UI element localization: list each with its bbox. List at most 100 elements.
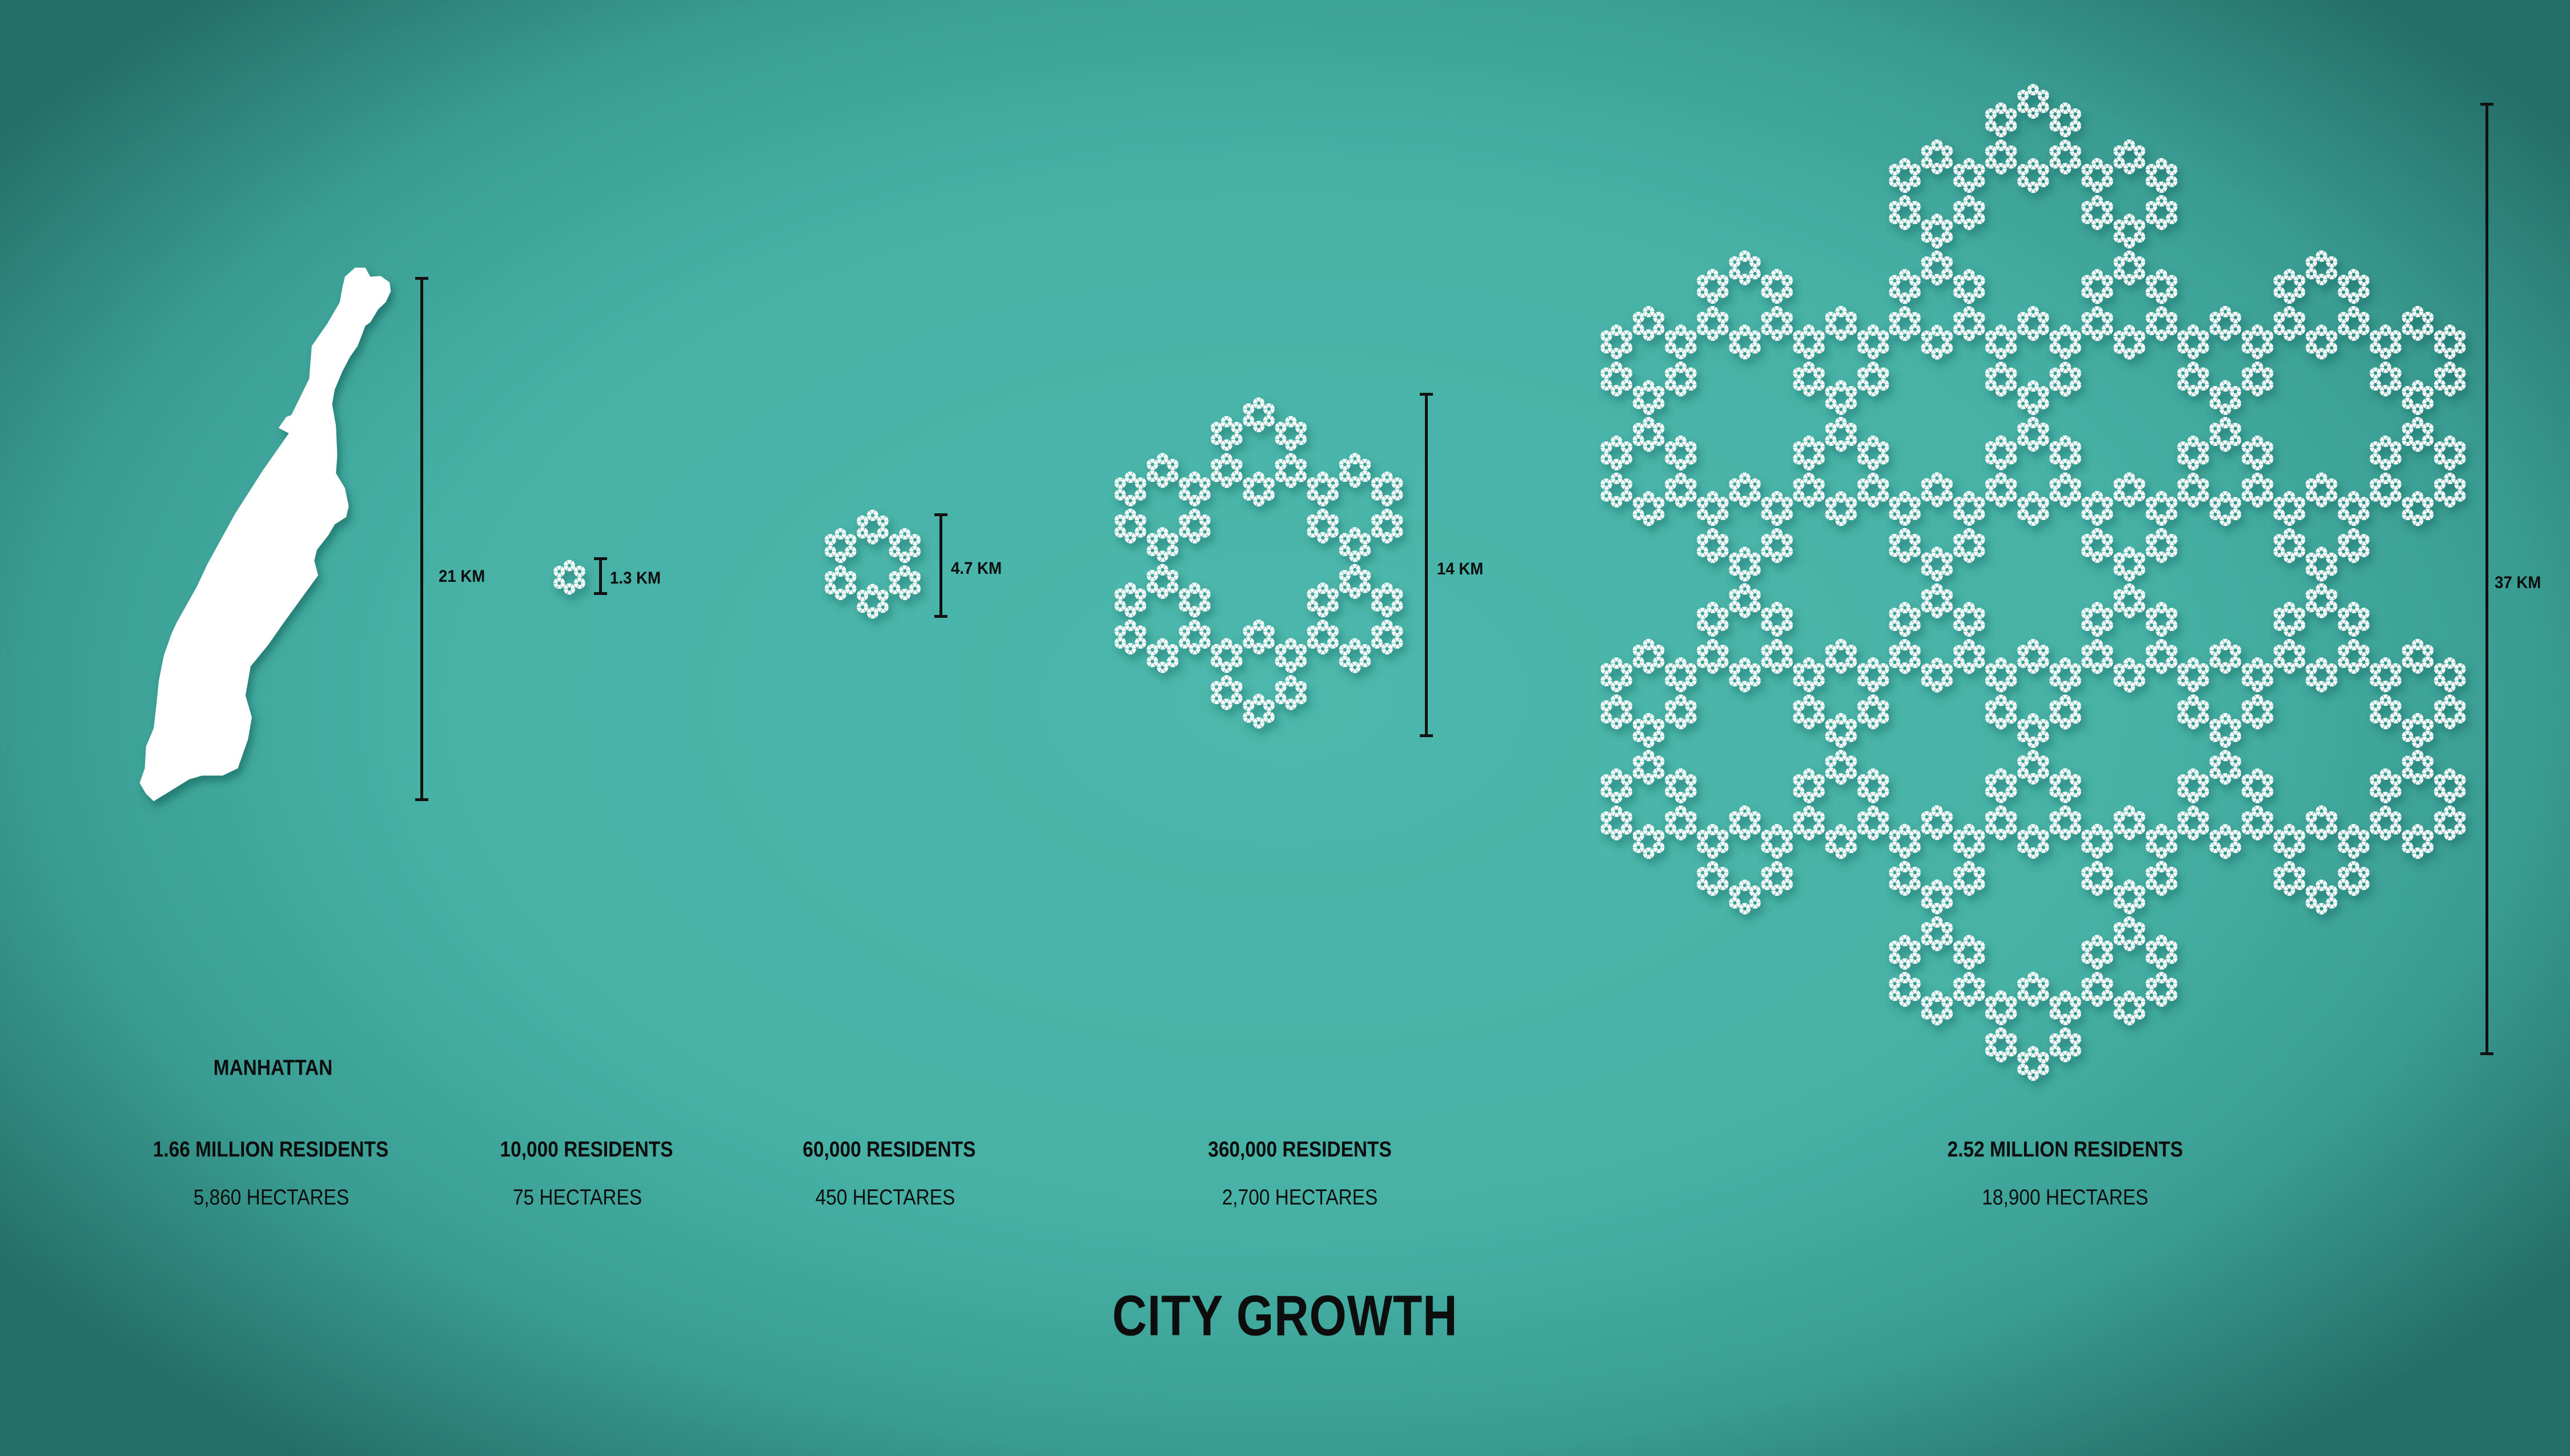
house-disk bbox=[2379, 472, 2391, 484]
house-disk bbox=[1231, 421, 1243, 433]
house-disk bbox=[909, 582, 921, 594]
house-disk bbox=[2412, 514, 2424, 526]
house-disk bbox=[2197, 675, 2209, 687]
house-disk bbox=[2069, 490, 2081, 502]
house-disk bbox=[2005, 786, 2017, 798]
house-disk bbox=[2197, 490, 2209, 502]
house-disk bbox=[1889, 657, 1901, 669]
house-disk bbox=[2251, 435, 2263, 447]
house-disk bbox=[2422, 755, 2434, 767]
house-disk bbox=[1188, 606, 1200, 618]
house-disk bbox=[2326, 552, 2338, 564]
house-disk bbox=[2134, 934, 2146, 946]
house-disk bbox=[889, 534, 901, 546]
house-disk bbox=[2370, 663, 2382, 675]
house-disk bbox=[1739, 879, 1751, 891]
house-disk bbox=[1685, 367, 1697, 379]
house-disk bbox=[1749, 811, 1761, 823]
house-disk bbox=[1985, 811, 1997, 823]
house-disk bbox=[2037, 767, 2049, 779]
house-disk bbox=[1188, 620, 1200, 632]
house-disk bbox=[1220, 698, 1232, 710]
house-disk bbox=[1295, 655, 1307, 667]
house-disk bbox=[2273, 497, 2285, 509]
house-disk bbox=[1793, 700, 1805, 712]
house-disk bbox=[2326, 601, 2338, 613]
cluster-layer bbox=[553, 83, 2466, 1081]
house-disk bbox=[2177, 811, 2189, 823]
house-disk bbox=[1359, 655, 1371, 667]
house-disk bbox=[2454, 490, 2466, 502]
house-disk bbox=[1643, 847, 1655, 859]
house-disk bbox=[1317, 582, 1329, 594]
house-disk bbox=[1685, 441, 1697, 453]
house-disk bbox=[2241, 823, 2253, 835]
cluster-2-hectares: 450 HECTARES bbox=[815, 1185, 955, 1210]
house-disk bbox=[1867, 472, 1879, 484]
house-disk bbox=[1973, 867, 1985, 879]
house-disk bbox=[2166, 952, 2178, 964]
house-disk bbox=[1941, 478, 1953, 490]
house-disk bbox=[1146, 570, 1158, 582]
house-disk bbox=[2069, 453, 2081, 465]
house-disk bbox=[1252, 717, 1264, 729]
house-disk bbox=[2326, 268, 2338, 280]
house-disk bbox=[2177, 453, 2189, 465]
house-disk bbox=[1921, 490, 1933, 502]
house-disk bbox=[1339, 533, 1351, 545]
house-disk bbox=[1285, 439, 1297, 451]
house-disk bbox=[2230, 656, 2242, 668]
house-disk bbox=[1643, 491, 1655, 503]
house-disk bbox=[2101, 608, 2113, 620]
house-disk bbox=[1295, 421, 1307, 433]
house-disk bbox=[2434, 811, 2445, 823]
house-disk bbox=[1146, 581, 1158, 593]
cluster-4-hectares: 18,900 HECTARES bbox=[1982, 1185, 2149, 1210]
house-disk bbox=[1771, 528, 1783, 540]
house-disk bbox=[1706, 625, 1718, 637]
house-disk bbox=[2027, 306, 2039, 318]
house-disk bbox=[2370, 441, 2382, 453]
house-disk bbox=[1307, 637, 1319, 649]
house-disk bbox=[1749, 268, 1761, 280]
house-disk bbox=[2262, 478, 2274, 490]
house-disk bbox=[2358, 841, 2370, 853]
house-disk bbox=[2402, 842, 2414, 854]
house-disk bbox=[2197, 367, 2209, 379]
house-disk bbox=[2081, 275, 2093, 287]
house-disk bbox=[1220, 439, 1232, 451]
house-disk bbox=[2315, 324, 2327, 336]
house-disk bbox=[2219, 847, 2231, 859]
house-disk bbox=[2262, 712, 2274, 724]
house-disk bbox=[2390, 330, 2402, 342]
house-disk bbox=[2262, 441, 2274, 453]
house-disk bbox=[1199, 625, 1211, 637]
house-disk bbox=[2017, 730, 2029, 742]
house-disk bbox=[2219, 713, 2231, 725]
house-disk bbox=[2230, 767, 2242, 779]
house-disk bbox=[2230, 397, 2242, 409]
house-disk bbox=[1243, 403, 1255, 415]
house-disk bbox=[1717, 275, 1729, 287]
house-disk bbox=[2273, 841, 2285, 853]
house-disk bbox=[1665, 712, 1677, 724]
house-disk bbox=[2326, 478, 2338, 490]
house-disk bbox=[1995, 990, 2007, 1002]
house-disk bbox=[1285, 416, 1297, 428]
house-disk bbox=[1867, 718, 1879, 730]
house-disk bbox=[2177, 774, 2189, 786]
house-disk bbox=[1953, 940, 1965, 952]
house-disk bbox=[1953, 990, 1965, 1001]
house-disk bbox=[1921, 885, 1933, 897]
house-disk bbox=[2059, 694, 2071, 706]
house-disk bbox=[1729, 589, 1741, 601]
house-disk bbox=[2069, 441, 2081, 453]
house-disk bbox=[2091, 995, 2103, 1007]
house-disk bbox=[2251, 805, 2263, 817]
house-disk bbox=[1391, 477, 1403, 489]
house-disk bbox=[2091, 181, 2103, 193]
house-disk bbox=[2379, 768, 2391, 780]
house-disk bbox=[1909, 497, 1921, 509]
house-disk bbox=[2306, 256, 2318, 268]
house-disk bbox=[1995, 385, 2007, 397]
